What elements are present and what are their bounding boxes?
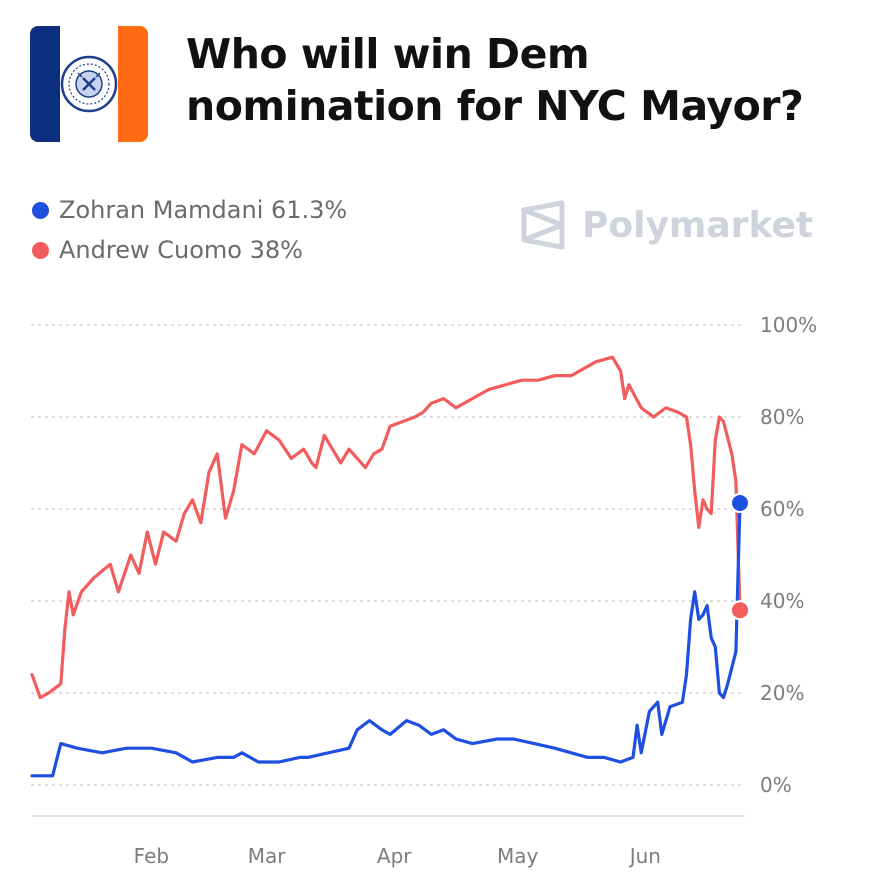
legend-dot-blue xyxy=(32,201,49,219)
flag-blue-stripe xyxy=(30,26,60,142)
series-line-andrew-cuomo xyxy=(30,355,742,700)
legend-label-cuomo: Andrew Cuomo 38% xyxy=(59,236,303,264)
title-line-2: nomination for NYC Mayor? xyxy=(186,82,804,130)
grid: 100% 80% 60% 40% 20% 0% xyxy=(31,313,817,797)
end-marker-zohran-mamdani xyxy=(730,493,750,514)
legend-label-mamdani: Zohran Mamdani 61.3% xyxy=(59,196,348,224)
nyc-seal-icon xyxy=(60,55,118,113)
end-markers xyxy=(730,493,750,621)
end-marker-andrew-cuomo xyxy=(730,600,750,621)
watermark-text: Polymarket xyxy=(582,204,814,246)
line-chart: 100% 80% 60% 40% 20% 0% Feb Mar Apr May Jun xyxy=(30,313,817,868)
legend-item-cuomo: Andrew Cuomo 38% xyxy=(32,230,347,270)
polymarket-logo-icon xyxy=(521,200,565,250)
y-tick-label: 20% xyxy=(760,681,804,705)
title-line-1: Who will win Dem xyxy=(186,30,590,78)
x-tick-label: Feb xyxy=(134,844,169,868)
y-tick-label: 60% xyxy=(760,497,804,521)
series-lines xyxy=(30,355,742,778)
x-tick-label: May xyxy=(497,844,539,868)
nyc-flag xyxy=(30,26,148,142)
x-tick-label: Jun xyxy=(628,844,661,868)
flag-white-stripe xyxy=(60,26,118,142)
x-tick-label: Mar xyxy=(248,844,287,868)
y-tick-label: 100% xyxy=(760,313,817,337)
polymarket-watermark: Polymarket xyxy=(518,200,813,250)
x-tick-label: Apr xyxy=(377,844,412,868)
flag-orange-stripe xyxy=(118,26,148,142)
legend-item-mamdani: Zohran Mamdani 61.3% xyxy=(32,190,347,230)
legend-dot-red xyxy=(32,241,49,259)
legend: Zohran Mamdani 61.3% Andrew Cuomo 38% xyxy=(32,190,347,270)
chart-title: Who will win Dem nomination for NYC Mayo… xyxy=(186,28,846,132)
series-line-zohran-mamdani xyxy=(30,501,742,778)
y-tick-label: 0% xyxy=(760,773,792,797)
y-tick-label: 80% xyxy=(760,405,804,429)
y-tick-label: 40% xyxy=(760,589,804,613)
x-axis: Feb Mar Apr May Jun xyxy=(32,815,745,868)
